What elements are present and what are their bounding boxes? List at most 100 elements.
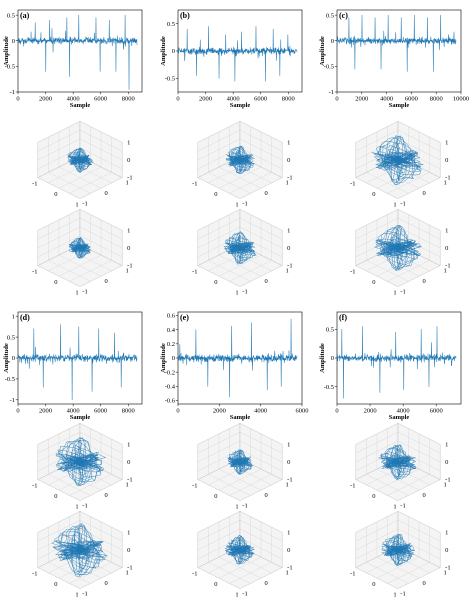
x-tick-label: 1: [393, 202, 396, 209]
z-tick-label: 0: [287, 245, 290, 252]
y-axis-label: Amplitude: [319, 343, 326, 373]
grid-line: [397, 519, 441, 542]
z-tick-label: 1: [127, 441, 130, 448]
y-tick-label: -1: [10, 397, 15, 404]
trajectory-line: [378, 444, 417, 481]
y-tick-label: -1: [242, 201, 247, 208]
trajectory-line: [225, 145, 255, 175]
grid-line: [355, 217, 399, 240]
grid-line: [355, 431, 399, 454]
grid-line: [397, 440, 441, 463]
x-tick-label: 10000: [453, 96, 469, 103]
grid-line: [355, 440, 399, 463]
y-tick-label: -1: [82, 201, 87, 208]
x-tick-label: 0: [335, 408, 338, 415]
grid-line: [79, 440, 123, 463]
y-tick-label: 0: [12, 355, 15, 362]
y-tick-label: -1: [329, 89, 334, 96]
y-tick-label: 0: [172, 48, 175, 55]
signal-line: [17, 324, 138, 401]
x-tick-label: 6000: [296, 408, 309, 415]
trajectory-line: [381, 533, 415, 566]
z-tick-label: -1: [127, 477, 132, 484]
y-tick-label: 1: [126, 482, 129, 489]
z-tick-label: -1: [445, 477, 450, 484]
y-tick-label: 0: [172, 355, 175, 362]
x-axis-label: Sample: [389, 414, 410, 421]
x-tick-label: 6000: [254, 96, 267, 103]
x-tick-label: -1: [32, 181, 37, 188]
x-tick-label: 0: [335, 96, 338, 103]
z-tick-label: 0: [287, 459, 290, 466]
grid-line: [387, 474, 430, 496]
y-tick-label: -0.5: [324, 384, 334, 391]
grid-line: [355, 226, 399, 249]
y-tick-label: 1: [286, 482, 289, 489]
time-series-panel-f: 0 2000 4000 6000 0.5 0 -0.5 Sample Amplitude (f): [319, 311, 462, 421]
z-tick-label: -1: [287, 263, 292, 270]
y-tick-label: 0: [104, 278, 107, 285]
trajectory-line: [67, 147, 94, 174]
grid-line: [37, 528, 81, 551]
y-tick-label: 0.2: [167, 341, 175, 348]
z-tick-label: 0: [127, 547, 130, 554]
x-tick-label: 1: [75, 592, 78, 599]
x-tick-label: 0: [54, 279, 57, 286]
y-tick-label: 0: [422, 492, 425, 499]
grid-line: [197, 138, 241, 161]
x-tick-label: 1: [393, 592, 396, 599]
y-tick-label: 0.6: [167, 313, 176, 320]
y-tick-label: -0.5: [5, 376, 15, 383]
z-tick-label: -1: [287, 175, 292, 182]
x-tick-label: 8000: [430, 96, 443, 103]
grid-line: [239, 138, 283, 161]
x-tick-label: 0: [372, 493, 375, 500]
x-tick-label: 2000: [39, 408, 52, 415]
z-tick-label: 1: [445, 139, 448, 146]
x-tick-label: 1: [393, 504, 396, 511]
z-tick-label: 1: [445, 227, 448, 234]
y-tick-label: 0: [104, 492, 107, 499]
grid-line: [37, 519, 81, 542]
x-axis-label: Sample: [389, 102, 410, 109]
y-tick-label: 0.5: [326, 12, 334, 19]
y-tick-label: -1: [82, 289, 87, 296]
y-tick-label: 0: [331, 355, 334, 362]
y-axis-label: Amplitude: [160, 343, 167, 373]
time-series-panel-e: 0 2000 4000 6000 0.6 0.4 0.2 0 -0.2 -0.4 -0.6 Sampl…: [160, 311, 309, 421]
z-tick-label: 1: [287, 139, 290, 146]
z-tick-label: 1: [127, 529, 130, 536]
x-tick-label: -1: [32, 571, 37, 578]
x-tick-label: 0: [214, 493, 217, 500]
y-tick-label: 0.5: [7, 334, 15, 341]
panel-label: (b): [180, 11, 190, 20]
grid-line: [58, 468, 102, 491]
x-tick-label: 0: [372, 279, 375, 286]
panel-label: (c): [339, 11, 348, 20]
grid-line: [79, 519, 123, 542]
x-tick-label: 1: [75, 202, 78, 209]
z-tick-label: 0: [287, 547, 290, 554]
x-tick-label: 1: [75, 290, 78, 297]
x-tick-label: 8000: [122, 96, 135, 103]
y-tick-label: 1: [126, 180, 129, 187]
z-tick-label: -1: [287, 565, 292, 572]
axes-frame: [17, 9, 143, 93]
y-tick-label: -1: [400, 503, 405, 510]
y-tick-label: -0.2: [165, 369, 175, 376]
x-tick-label: -1: [192, 269, 197, 276]
y-tick-label: 1: [286, 268, 289, 275]
x-tick-label: 1: [393, 290, 396, 297]
grid-line: [197, 226, 241, 249]
signal-line: [17, 14, 138, 90]
y-tick-label: 1: [12, 313, 15, 320]
x-tick-label: 1: [235, 504, 238, 511]
y-tick-label: -0.5: [165, 76, 175, 83]
x-tick-label: 2000: [199, 96, 212, 103]
grid-line: [366, 562, 409, 584]
x-tick-label: 0: [54, 493, 57, 500]
signal-line: [336, 14, 457, 72]
trajectory-line: [373, 225, 422, 271]
